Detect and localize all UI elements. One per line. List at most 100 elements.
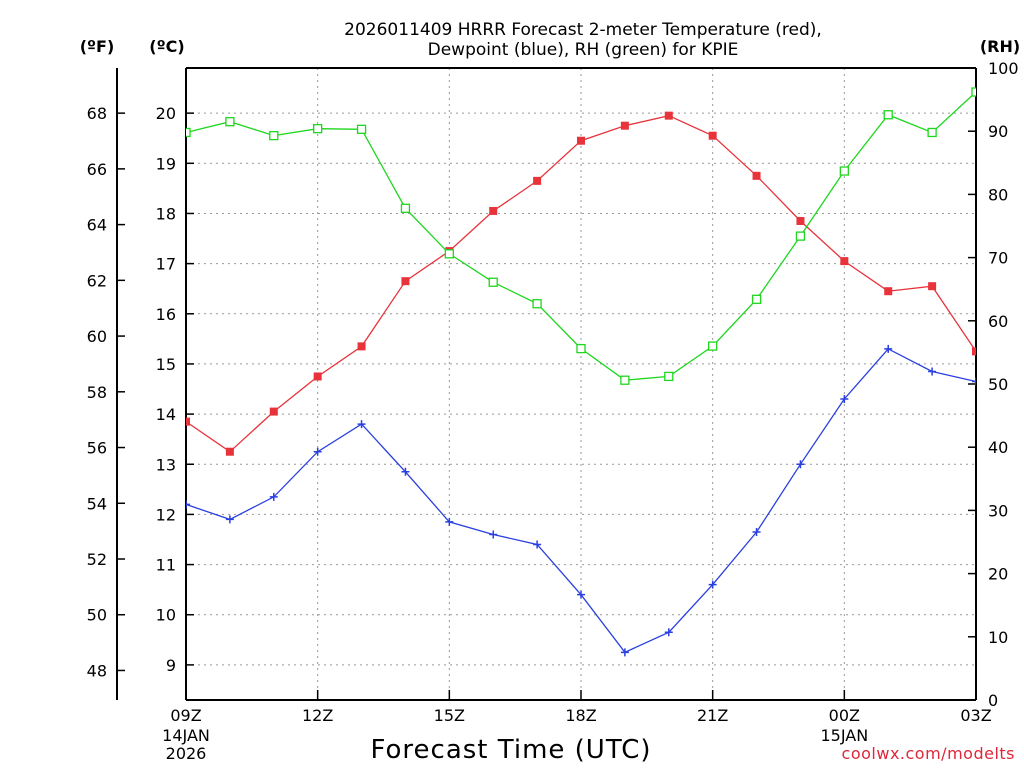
fahrenheit-tick-label: 64 bbox=[87, 216, 107, 235]
rh-tick-label: 70 bbox=[988, 249, 1008, 268]
dewpoint-point bbox=[489, 530, 498, 539]
temperature-point bbox=[186, 417, 190, 426]
celsius-tick-label: 14 bbox=[156, 405, 176, 424]
dewpoint-point bbox=[225, 515, 234, 524]
dewpoint-point bbox=[269, 492, 278, 501]
celsius-tick-label: 17 bbox=[156, 255, 176, 274]
celsius-tick-label: 20 bbox=[156, 104, 176, 123]
temperature-point bbox=[708, 131, 717, 140]
rh-point bbox=[751, 294, 762, 304]
x-tick-label: 12Z bbox=[302, 706, 333, 725]
dewpoint-point bbox=[357, 420, 366, 429]
temperature-point bbox=[840, 257, 849, 266]
rh-tick-label: 10 bbox=[988, 628, 1008, 647]
fahrenheit-tick-label: 56 bbox=[87, 439, 107, 458]
x-axis-title: Forecast Time (UTC) bbox=[370, 735, 651, 765]
fahrenheit-tick-label: 52 bbox=[87, 550, 107, 569]
rh-point bbox=[356, 124, 367, 134]
rh-tick-label: 30 bbox=[988, 501, 1008, 520]
rh-tick-label: 60 bbox=[988, 312, 1008, 331]
celsius-tick-label: 16 bbox=[156, 305, 176, 324]
temperature-point bbox=[664, 111, 673, 120]
fahrenheit-tick-label: 68 bbox=[87, 104, 107, 123]
x-tick-label: 09Z bbox=[170, 706, 201, 725]
x-tick-year-label: 2026 bbox=[166, 744, 207, 763]
fahrenheit-tick-label: 58 bbox=[87, 383, 107, 402]
temperature-point bbox=[357, 342, 366, 351]
temperature-point bbox=[928, 282, 937, 291]
celsius-unit-label: (ºC) bbox=[149, 37, 184, 56]
temperature-line bbox=[186, 115, 976, 453]
rh-point bbox=[269, 130, 279, 141]
temperature-point bbox=[533, 176, 542, 185]
temperature-point bbox=[752, 171, 761, 180]
dewpoint-point bbox=[401, 467, 410, 476]
dewpoint-point bbox=[972, 377, 976, 386]
chart-title-line1: 2026011409 HRRR Forecast 2-meter Tempera… bbox=[344, 20, 822, 40]
x-tick-label: 18Z bbox=[565, 706, 596, 725]
rh-point bbox=[400, 203, 411, 213]
dewpoint-point bbox=[664, 628, 673, 637]
temperature-point bbox=[401, 277, 410, 286]
chart-title-line2: Dewpoint (blue), RH (green) for KPIE bbox=[428, 40, 739, 60]
rh-point bbox=[839, 166, 849, 176]
rh-point bbox=[313, 124, 323, 134]
rh-point bbox=[186, 127, 191, 138]
temperature-point bbox=[225, 447, 234, 456]
rh-series bbox=[186, 87, 976, 385]
fahrenheit-unit-label: (ºF) bbox=[80, 37, 115, 56]
x-tick-label: 00Z bbox=[829, 706, 860, 725]
rh-point bbox=[708, 341, 718, 351]
dewpoint-point bbox=[577, 590, 585, 599]
dewpoint-series bbox=[186, 344, 976, 657]
rh-point bbox=[883, 110, 893, 120]
celsius-tick-label: 11 bbox=[156, 556, 176, 575]
rh-point bbox=[664, 371, 674, 382]
celsius-tick-label: 19 bbox=[156, 154, 176, 173]
rh-point bbox=[927, 127, 937, 138]
x-tick-label: 21Z bbox=[697, 706, 728, 725]
dewpoint-point bbox=[620, 648, 629, 657]
dewpoint-point bbox=[445, 517, 454, 526]
celsius-tick-label: 10 bbox=[156, 606, 176, 625]
temperature-point bbox=[620, 121, 629, 130]
temperature-point bbox=[972, 347, 976, 356]
x-tick-date-label: 14JAN bbox=[162, 726, 210, 745]
celsius-tick-label: 15 bbox=[156, 355, 176, 374]
dewpoint-point bbox=[928, 367, 937, 376]
rh-point bbox=[795, 231, 806, 241]
celsius-tick-label: 18 bbox=[156, 204, 176, 223]
rh-unit-label: (RH) bbox=[980, 37, 1020, 56]
x-tick-label: 15Z bbox=[434, 706, 465, 725]
temperature-point bbox=[577, 136, 585, 145]
temperature-point bbox=[269, 407, 278, 416]
x-tick-date-label: 15JAN bbox=[820, 726, 868, 745]
dewpoint-point bbox=[884, 344, 893, 353]
rh-tick-label: 90 bbox=[988, 122, 1008, 141]
rh-tick-label: 80 bbox=[988, 185, 1008, 204]
rh-tick-label: 40 bbox=[988, 438, 1008, 457]
fahrenheit-tick-label: 48 bbox=[87, 661, 107, 680]
rh-tick-label: 50 bbox=[988, 375, 1008, 394]
rh-point bbox=[576, 343, 586, 354]
celsius-tick-label: 12 bbox=[156, 505, 176, 524]
temperature-point bbox=[884, 287, 893, 296]
rh-point bbox=[444, 249, 454, 259]
rh-tick-label: 100 bbox=[988, 59, 1019, 78]
x-tick-label: 03Z bbox=[960, 706, 991, 725]
fahrenheit-tick-label: 62 bbox=[87, 271, 107, 290]
rh-tick-label: 0 bbox=[988, 691, 998, 710]
dewpoint-point bbox=[752, 527, 761, 536]
dewpoint-point bbox=[533, 540, 542, 549]
fahrenheit-tick-label: 60 bbox=[87, 327, 107, 346]
fahrenheit-tick-label: 50 bbox=[87, 606, 107, 625]
dewpoint-point bbox=[708, 580, 717, 589]
dewpoint-point bbox=[840, 395, 849, 404]
rh-point bbox=[532, 299, 542, 309]
rh-tick-label: 20 bbox=[988, 565, 1008, 584]
dewpoint-point bbox=[186, 500, 190, 509]
credit-text: coolwx.com/modelts bbox=[842, 744, 1015, 763]
series-layer bbox=[186, 87, 976, 657]
rh-point bbox=[488, 277, 498, 287]
